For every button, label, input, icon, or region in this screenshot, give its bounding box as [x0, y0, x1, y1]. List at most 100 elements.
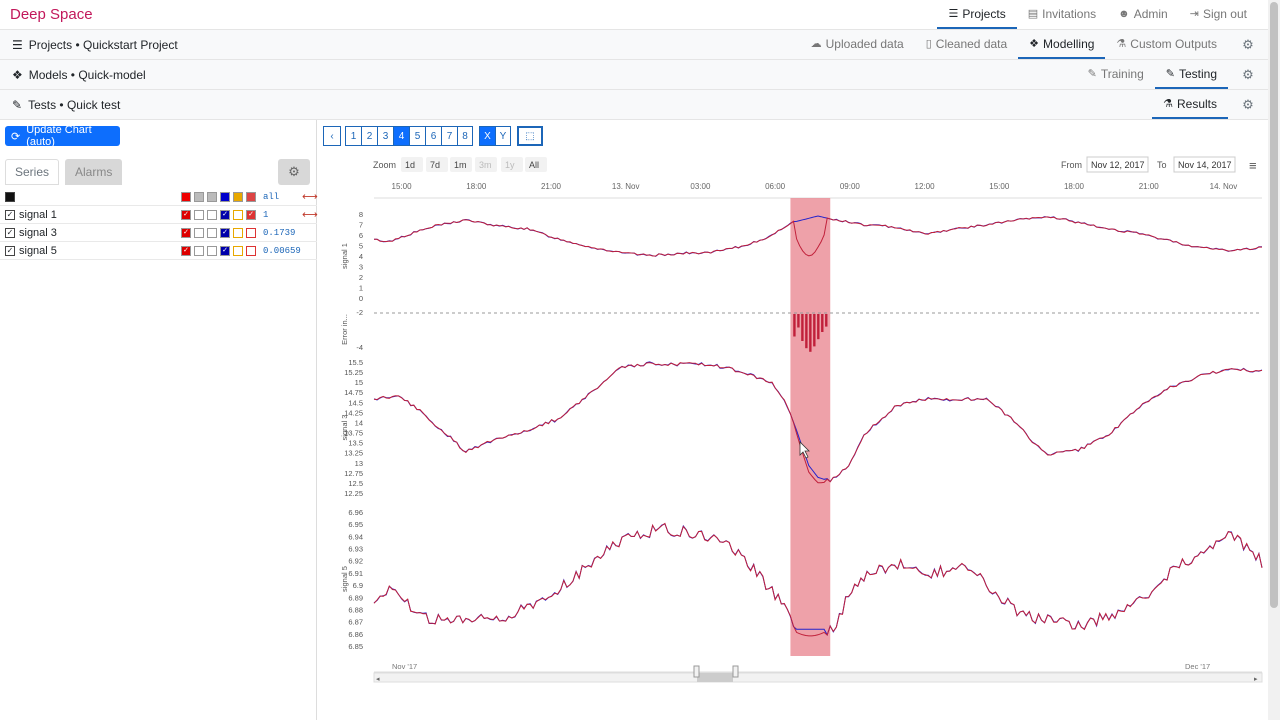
- project-breadcrumb[interactable]: ☰ Projects • Quickstart Project: [12, 38, 178, 52]
- error-highlight-band[interactable]: [790, 198, 831, 656]
- series-color-checkbox[interactable]: ✓: [220, 245, 230, 256]
- series-color-checkbox[interactable]: ✓: [246, 209, 256, 220]
- navigator-scrollbar[interactable]: [373, 672, 1263, 683]
- series-color-checkbox[interactable]: ✓: [220, 209, 230, 220]
- navigator-handle-left[interactable]: [693, 665, 700, 678]
- page-scrollbar[interactable]: [1268, 0, 1280, 720]
- nav-testing[interactable]: ✎ Testing: [1154, 60, 1228, 89]
- test-settings-gear-icon[interactable]: ⚙: [1242, 96, 1254, 112]
- series-color-checkbox[interactable]: [207, 209, 217, 220]
- zoom-button[interactable]: [401, 157, 423, 172]
- from-date-value[interactable]: Nov 12, 2017: [1091, 160, 1145, 170]
- chart-svg[interactable]: Zoom 1d 7d 1m 3m 1y All From Nov 12, 2017 To Nov 1…: [323, 152, 1266, 692]
- test-breadcrumb[interactable]: ✎ Tests • Quick test: [12, 98, 120, 112]
- error-bar[interactable]: [809, 314, 812, 352]
- nav-training[interactable]: ✎ Training: [1077, 60, 1155, 89]
- model-breadcrumb[interactable]: ❖ Models • Quick-model: [12, 68, 146, 82]
- from-date-input[interactable]: [1086, 156, 1149, 173]
- series-color-checkbox[interactable]: [233, 227, 243, 238]
- page-button[interactable]: 5: [409, 126, 425, 146]
- zoom-button[interactable]: [426, 157, 448, 172]
- zoom-option[interactable]: 7d: [430, 160, 440, 170]
- zoom-button[interactable]: [475, 157, 497, 172]
- prev-page-button[interactable]: ‹: [323, 126, 341, 146]
- series-row[interactable]: ✓ signal 1 ✓ ✓ ✓ 1 ⟷: [0, 206, 318, 224]
- series-color-checkbox[interactable]: ✓: [181, 227, 191, 238]
- scrollbar-thumb[interactable]: [1270, 2, 1278, 608]
- series-checkbox[interactable]: ✓: [5, 227, 15, 238]
- color-swatch[interactable]: [181, 191, 191, 202]
- series-color-checkbox[interactable]: [233, 245, 243, 256]
- series-row[interactable]: ✓ signal 5 ✓ ✓ 0.00659: [0, 242, 317, 260]
- error-bar[interactable]: [805, 314, 808, 349]
- series-color-checkbox[interactable]: [207, 245, 217, 256]
- update-chart-button[interactable]: ⟳ Update Chart (auto): [5, 124, 120, 148]
- zoom-option[interactable]: All: [529, 160, 539, 170]
- color-swatch[interactable]: [246, 191, 256, 202]
- series-color-checkbox[interactable]: [233, 209, 243, 220]
- nav-modelling[interactable]: ❖ Modelling: [1018, 30, 1106, 59]
- actual-series-line[interactable]: [373, 522, 1263, 637]
- all-link[interactable]: all: [263, 191, 280, 202]
- navigator-thumb[interactable]: [697, 673, 733, 682]
- tab-alarms[interactable]: Alarms: [65, 159, 123, 185]
- series-color-checkbox[interactable]: [194, 209, 204, 220]
- zoom-option[interactable]: 1m: [454, 160, 467, 170]
- nav-invitations[interactable]: ▤ Invitations: [1017, 0, 1107, 29]
- color-swatch[interactable]: [220, 191, 230, 202]
- nav-custom-outputs[interactable]: ⚗ Custom Outputs: [1105, 30, 1228, 59]
- page-button[interactable]: 6: [425, 126, 441, 146]
- error-bar[interactable]: [797, 314, 800, 328]
- zoom-option[interactable]: 1d: [405, 160, 415, 170]
- series-checkbox[interactable]: ✓: [5, 209, 15, 220]
- page-button[interactable]: 2: [361, 126, 377, 146]
- to-date-value[interactable]: Nov 14, 2017: [1178, 160, 1232, 170]
- color-swatch[interactable]: [233, 191, 243, 202]
- error-bar[interactable]: [813, 314, 816, 347]
- scroll-left-arrow-icon[interactable]: ◂: [376, 676, 380, 683]
- page-button[interactable]: 8: [457, 126, 473, 146]
- nav-projects[interactable]: ☰ Projects: [937, 0, 1017, 29]
- series-color-checkbox[interactable]: [207, 227, 217, 238]
- series-color-checkbox[interactable]: [246, 227, 256, 238]
- page-button[interactable]: 1: [345, 126, 361, 146]
- model-settings-gear-icon[interactable]: ⚙: [1242, 66, 1254, 82]
- to-date-input[interactable]: [1173, 156, 1236, 173]
- navigator-handle-right[interactable]: [732, 665, 739, 678]
- zoom-button[interactable]: [501, 157, 523, 172]
- page-button[interactable]: 7: [441, 126, 457, 146]
- series-color-checkbox[interactable]: ✓: [181, 209, 191, 220]
- series-color-checkbox[interactable]: ✓: [181, 245, 191, 256]
- chart-area[interactable]: Zoom 1d 7d 1m 3m 1y All From Nov 12, 2017 To Nov 1…: [323, 152, 1266, 692]
- x-axis-button[interactable]: X: [479, 126, 495, 146]
- series-color-checkbox[interactable]: [194, 227, 204, 238]
- brand-logo[interactable]: Deep Space: [10, 6, 93, 23]
- error-bar[interactable]: [801, 314, 804, 341]
- nav-signout[interactable]: ⇥ Sign out: [1179, 0, 1258, 29]
- zoom-button[interactable]: [450, 157, 472, 172]
- series-checkbox[interactable]: ✓: [5, 245, 15, 256]
- select-all-checkbox[interactable]: [5, 191, 15, 202]
- y-axis-button[interactable]: Y: [495, 126, 511, 146]
- error-bar[interactable]: [821, 314, 824, 332]
- menu-icon[interactable]: ≡: [1249, 158, 1257, 173]
- series-settings-gear-icon[interactable]: ⚙: [278, 159, 310, 185]
- reset-zoom-button[interactable]: ⬚: [517, 126, 543, 146]
- nav-cleaned-data[interactable]: ▯ Cleaned data: [915, 30, 1018, 59]
- series-color-checkbox[interactable]: [246, 245, 256, 256]
- zoom-button[interactable]: [525, 157, 547, 172]
- nav-results[interactable]: ⚗ Results: [1152, 90, 1228, 119]
- project-settings-gear-icon[interactable]: ⚙: [1242, 36, 1254, 52]
- series-row[interactable]: ✓ signal 3 ✓ ✓ 0.1739: [0, 224, 317, 242]
- actual-series-line[interactable]: [373, 362, 1263, 484]
- series-color-checkbox[interactable]: ✓: [220, 227, 230, 238]
- color-swatch[interactable]: [207, 191, 217, 202]
- series-color-checkbox[interactable]: [194, 245, 204, 256]
- error-bar[interactable]: [793, 314, 796, 337]
- scroll-right-arrow-icon[interactable]: ▸: [1254, 676, 1258, 683]
- nav-uploaded-data[interactable]: ☁ Uploaded data: [800, 30, 915, 59]
- nav-admin[interactable]: ☻ Admin: [1107, 0, 1179, 29]
- expand-arrow-icon[interactable]: ⟷: [302, 191, 318, 203]
- page-button-active[interactable]: 4: [393, 126, 409, 146]
- tab-series[interactable]: Series: [5, 159, 60, 185]
